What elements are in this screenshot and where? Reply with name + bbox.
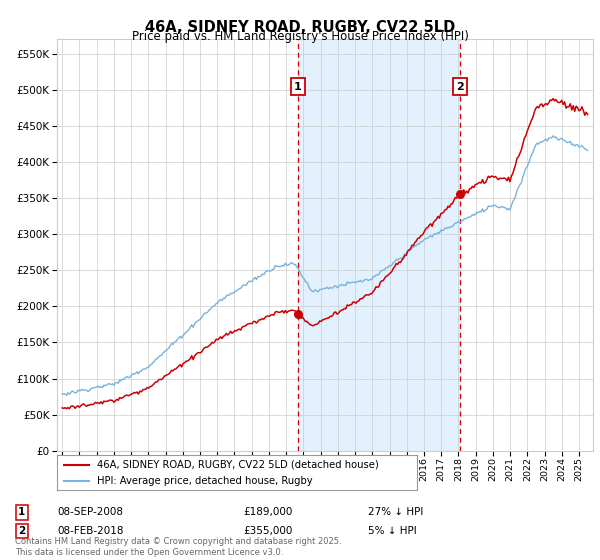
Text: 2: 2 <box>18 526 25 536</box>
Text: £355,000: £355,000 <box>243 526 292 536</box>
Text: 46A, SIDNEY ROAD, RUGBY, CV22 5LD (detached house): 46A, SIDNEY ROAD, RUGBY, CV22 5LD (detac… <box>97 460 379 470</box>
Text: 08-SEP-2008: 08-SEP-2008 <box>58 507 124 517</box>
Bar <box>298 39 460 451</box>
Text: 5% ↓ HPI: 5% ↓ HPI <box>368 526 417 536</box>
Text: 46A, SIDNEY ROAD, RUGBY, CV22 5LD: 46A, SIDNEY ROAD, RUGBY, CV22 5LD <box>145 20 455 35</box>
Text: HPI: Average price, detached house, Rugby: HPI: Average price, detached house, Rugb… <box>97 475 312 486</box>
Text: 2: 2 <box>457 82 464 91</box>
Text: 27% ↓ HPI: 27% ↓ HPI <box>368 507 424 517</box>
Text: Price paid vs. HM Land Registry's House Price Index (HPI): Price paid vs. HM Land Registry's House … <box>131 30 469 43</box>
Text: 1: 1 <box>18 507 25 517</box>
Text: £189,000: £189,000 <box>243 507 292 517</box>
Text: 1: 1 <box>294 82 302 91</box>
Text: 08-FEB-2018: 08-FEB-2018 <box>58 526 124 536</box>
Text: Contains HM Land Registry data © Crown copyright and database right 2025.
This d: Contains HM Land Registry data © Crown c… <box>15 537 341 557</box>
